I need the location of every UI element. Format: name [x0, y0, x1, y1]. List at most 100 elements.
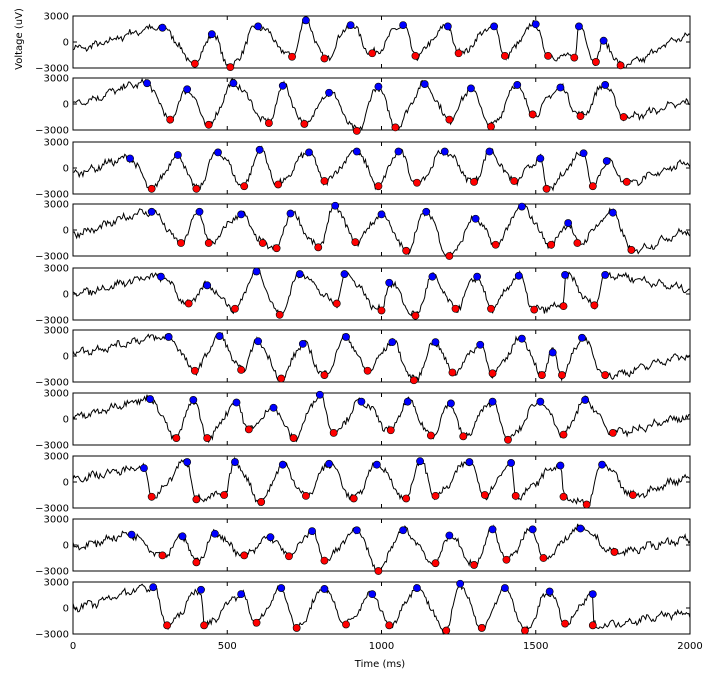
peak-marker: [488, 397, 497, 406]
trough-marker: [285, 552, 293, 561]
peak-marker: [447, 399, 455, 408]
trough-marker: [619, 113, 628, 121]
y-tick-label: 3000: [44, 452, 69, 463]
trough-marker: [275, 310, 284, 319]
peak-marker: [126, 154, 134, 163]
voltage-trace: [72, 456, 691, 507]
panel-frame: [72, 392, 691, 446]
trough-marker: [192, 558, 201, 567]
trough-marker: [184, 299, 193, 308]
peak-marker: [488, 525, 497, 534]
y-tick-label: 0: [63, 478, 69, 489]
peak-marker: [536, 154, 545, 163]
trial-panel: 3000 0 −3000: [35, 138, 691, 201]
voltage-trace: [72, 391, 691, 444]
trough-marker: [528, 110, 537, 119]
trough-marker: [237, 365, 246, 374]
peak-marker: [476, 340, 485, 349]
y-tick-label: 0: [63, 352, 69, 363]
y-tick-label: 0: [63, 38, 69, 49]
y-tick-label: 3000: [44, 74, 69, 85]
trough-marker: [511, 491, 520, 500]
trough-marker: [349, 494, 358, 503]
trough-marker: [491, 240, 500, 249]
y-tick-label: 3000: [44, 515, 69, 526]
peak-marker: [500, 584, 509, 592]
trough-marker: [559, 430, 568, 439]
peak-marker: [443, 22, 452, 31]
y-tick-label: −3000: [35, 630, 69, 641]
peak-marker: [302, 16, 310, 25]
peak-marker: [531, 20, 540, 29]
y-axis-label: Voltage (uV): [14, 8, 25, 70]
peak-marker: [440, 147, 449, 156]
trough-marker: [352, 126, 361, 135]
trough-marker: [240, 182, 249, 191]
y-tick-label: −3000: [35, 252, 69, 263]
y-tick-label: −3000: [35, 126, 69, 137]
peak-marker: [561, 271, 569, 279]
peak-marker: [254, 22, 262, 31]
peak-marker: [340, 270, 349, 278]
trough-marker: [289, 434, 298, 442]
trial-panels: 30000−300030000−300030000−300030000−3000…: [35, 12, 691, 641]
peak-marker: [564, 219, 573, 227]
panel-frame: [72, 518, 691, 572]
peak-marker: [278, 460, 287, 469]
trough-marker: [601, 371, 610, 379]
trough-marker: [257, 498, 266, 506]
trough-marker: [413, 178, 421, 187]
trough-marker: [538, 371, 546, 379]
trough-marker: [351, 238, 360, 247]
peak-marker: [394, 147, 403, 156]
voltage-trace: [72, 332, 691, 383]
peak-marker: [601, 81, 610, 89]
trough-marker: [459, 432, 468, 441]
peak-marker: [231, 458, 239, 466]
peak-marker: [214, 148, 222, 157]
peak-marker: [608, 208, 617, 217]
trough-marker: [368, 49, 377, 58]
trough-marker: [530, 305, 539, 314]
trough-marker: [629, 491, 637, 499]
trial-panel: 3000 0 −3000: [35, 326, 691, 389]
trial-panel: 3000 0 −3000: [35, 12, 691, 75]
peak-marker: [127, 530, 136, 539]
peak-marker: [229, 79, 238, 88]
peak-marker: [352, 147, 361, 156]
trough-marker: [504, 435, 512, 444]
peak-marker: [388, 338, 397, 347]
trough-marker: [192, 184, 201, 193]
trial-panel: 3000 0 −3000: [35, 74, 691, 137]
trough-marker: [288, 52, 296, 61]
trough-marker: [391, 123, 400, 132]
peak-marker: [147, 207, 156, 216]
trough-marker: [363, 366, 372, 375]
trough-marker: [448, 368, 457, 377]
trough-marker: [166, 115, 175, 124]
y-tick-label: 0: [63, 604, 69, 615]
trough-marker: [332, 299, 341, 308]
peak-marker: [143, 79, 151, 88]
trough-marker: [610, 548, 619, 556]
y-tick-label: 0: [63, 164, 69, 175]
trough-marker: [374, 567, 383, 575]
peak-marker: [164, 333, 173, 341]
trough-marker: [480, 491, 489, 499]
y-tick-label: −3000: [35, 567, 69, 578]
trough-marker: [342, 620, 350, 629]
peak-marker: [399, 526, 407, 535]
trough-marker: [588, 621, 597, 630]
trough-marker: [314, 243, 323, 252]
trough-marker: [203, 434, 212, 442]
peak-marker: [517, 334, 526, 343]
trough-marker: [573, 239, 582, 247]
trough-marker: [442, 626, 451, 635]
y-tick-label: 0: [63, 100, 69, 111]
y-tick-label: 3000: [44, 12, 69, 23]
trough-marker: [559, 492, 568, 501]
peak-marker: [490, 22, 499, 31]
peak-marker: [286, 209, 295, 218]
trough-marker: [220, 491, 229, 499]
y-tick-label: −3000: [35, 504, 69, 515]
